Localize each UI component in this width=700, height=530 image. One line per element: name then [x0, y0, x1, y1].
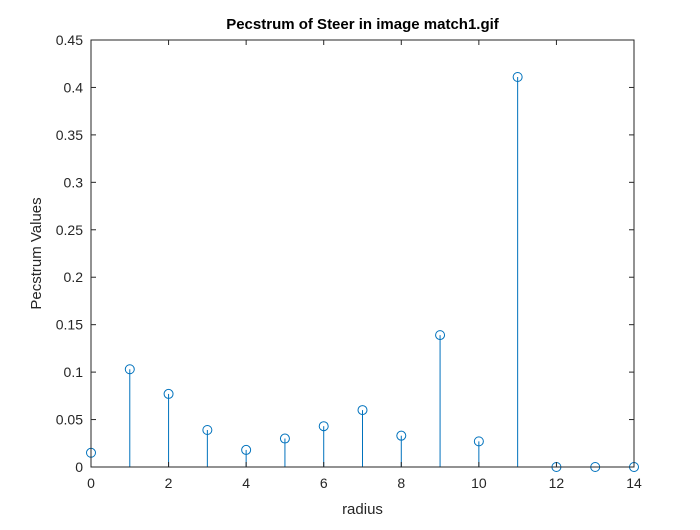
- y-axis-label: Pecstrum Values: [28, 197, 45, 309]
- chart-title: Pecstrum of Steer in image match1.gif: [226, 16, 500, 33]
- y-tick-label: 0.25: [56, 222, 83, 238]
- y-tick-label: 0.3: [64, 174, 84, 190]
- stem-marker: [241, 444, 252, 455]
- x-tick-label: 2: [165, 475, 173, 491]
- stem-marker: [435, 330, 446, 341]
- x-axis-label: radius: [342, 501, 383, 518]
- x-ticks-group: 0 2 4 6 8 10 12 14: [87, 40, 642, 491]
- stem-marker: [318, 421, 329, 432]
- x-tick-label: 4: [242, 475, 250, 491]
- x-tick-label: 10: [471, 475, 487, 491]
- stem-marker: [396, 430, 407, 441]
- y-tick-label: 0.1: [64, 364, 84, 380]
- y-tick-label: 0.2: [64, 269, 84, 285]
- axes-box: [90, 39, 635, 468]
- y-tick-label: 0.45: [56, 32, 83, 48]
- stem-marker: [124, 364, 135, 375]
- y-tick-label: 0.15: [56, 317, 83, 333]
- x-tick-label: 6: [320, 475, 328, 491]
- y-tick-label: 0.35: [56, 127, 83, 143]
- stem-marker: [202, 424, 213, 435]
- x-tick-label: 14: [626, 475, 642, 491]
- x-tick-label: 12: [549, 475, 565, 491]
- stem-marker: [163, 388, 174, 399]
- y-tick-label: 0.4: [64, 79, 84, 95]
- x-tick-label: 0: [87, 475, 95, 491]
- stem-marker: [357, 405, 368, 416]
- y-tick-label: 0: [75, 459, 83, 475]
- y-ticks-group: 0 0.05 0.1 0.15 0.2 0.25 0.3 0.35 0.4 0.45: [56, 32, 634, 475]
- plot-area: [91, 40, 634, 467]
- stem-marker: [473, 436, 484, 447]
- stem-marker: [512, 72, 523, 83]
- stem-marker: [279, 433, 290, 444]
- y-tick-label: 0.05: [56, 412, 83, 428]
- x-tick-label: 8: [397, 475, 405, 491]
